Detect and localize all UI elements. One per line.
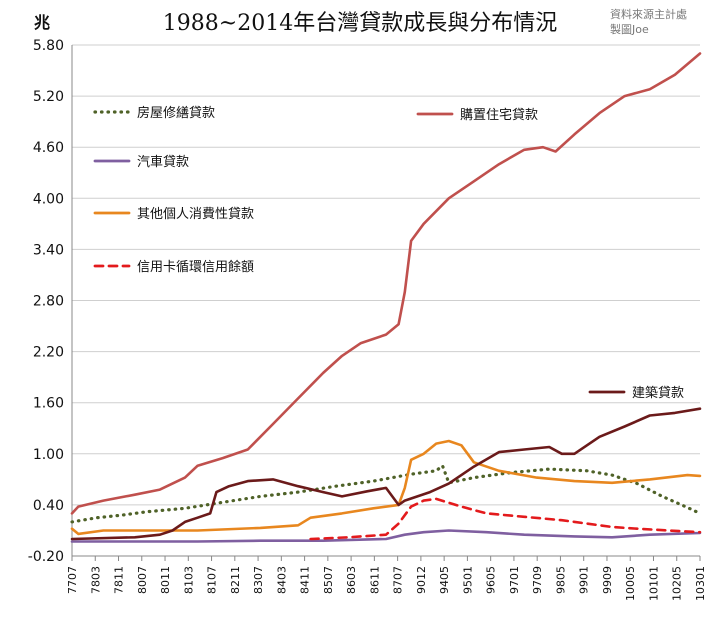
x-tick-label: 9701 [508, 566, 521, 594]
x-tick-label: 9909 [601, 566, 614, 594]
x-tick-label: 9709 [531, 566, 544, 594]
x-tick-label: 9012 [415, 566, 428, 594]
series-layer [70, 52, 702, 543]
x-tick-label: 7803 [89, 566, 102, 594]
y-tick-label: 1.00 [33, 447, 64, 463]
x-tick-label: 8307 [252, 566, 265, 594]
x-tick-label: 8603 [345, 566, 358, 594]
y-tick-label: 2.80 [33, 294, 64, 310]
y-tick-label: 3.40 [33, 242, 64, 258]
legend-label-auto: 汽車貸款 [137, 154, 189, 170]
y-tick-label: 4.00 [33, 191, 64, 207]
series-line-other_consumer [70, 439, 702, 536]
x-tick-label: 8611 [368, 566, 381, 594]
chart-title: 1988~2014年台灣貸款成長與分布情況 [163, 11, 557, 36]
x-tick-label: 9805 [554, 566, 567, 594]
x-tick-label: 9405 [438, 566, 451, 594]
x-tick-label: 8403 [275, 566, 288, 594]
y-tick-label: 1.60 [33, 396, 64, 412]
x-tick-label: 9501 [461, 566, 474, 594]
x-tick-label: 10205 [671, 566, 684, 601]
unit-label: 兆 [34, 13, 50, 32]
x-tick-label: 8103 [182, 566, 195, 594]
x-tick-label: 9605 [485, 566, 498, 594]
legend-label-credit_card: 信用卡循環信用餘額 [137, 259, 254, 275]
legend-label-other_consumer: 其他個人消費性貸款 [137, 206, 254, 222]
series-line-construction [70, 407, 702, 541]
x-tick-label: 8411 [299, 566, 312, 594]
y-tick-label: 4.60 [33, 140, 64, 156]
x-tick-label: 8211 [229, 566, 242, 594]
y-tick-label: 0.40 [33, 498, 64, 514]
legend-label-home_repair: 房屋修繕貸款 [137, 105, 215, 121]
x-tick-label: 7707 [66, 566, 79, 594]
y-tick-label: 5.20 [33, 89, 64, 105]
source-label-line1: 資料來源主計處 [610, 7, 687, 21]
axis-layer: 5.80 5.20 4.60 4.00 3.40 2.80 2.20 1.60 1.00 0.40… [28, 38, 707, 601]
y-tick-label: 5.80 [33, 38, 64, 54]
x-tick-label: 8707 [392, 566, 405, 594]
series-line-home_purchase [70, 52, 702, 515]
series-line-credit_card [309, 497, 702, 541]
x-tick-label: 10101 [647, 566, 660, 601]
x-tick-label: 9901 [578, 566, 591, 594]
x-tick-label: 8011 [159, 566, 172, 594]
legend-label-construction: 建築貸款 [632, 385, 684, 401]
legend-label-home_purchase: 購置住宅貸款 [460, 107, 538, 123]
source-label-line2: 製圖Joe [610, 22, 649, 36]
series-line-auto [70, 529, 702, 543]
x-tick-label: 8507 [322, 566, 335, 594]
x-tick-label: 10005 [624, 566, 637, 601]
y-tick-label: 2.20 [33, 345, 64, 361]
x-tick-label: 10301 [694, 566, 707, 601]
x-tick-label: 7811 [113, 566, 126, 594]
y-tick-label: -0.20 [28, 549, 64, 565]
x-tick-label: 8007 [136, 566, 149, 594]
x-tick-label: 8107 [206, 566, 219, 594]
